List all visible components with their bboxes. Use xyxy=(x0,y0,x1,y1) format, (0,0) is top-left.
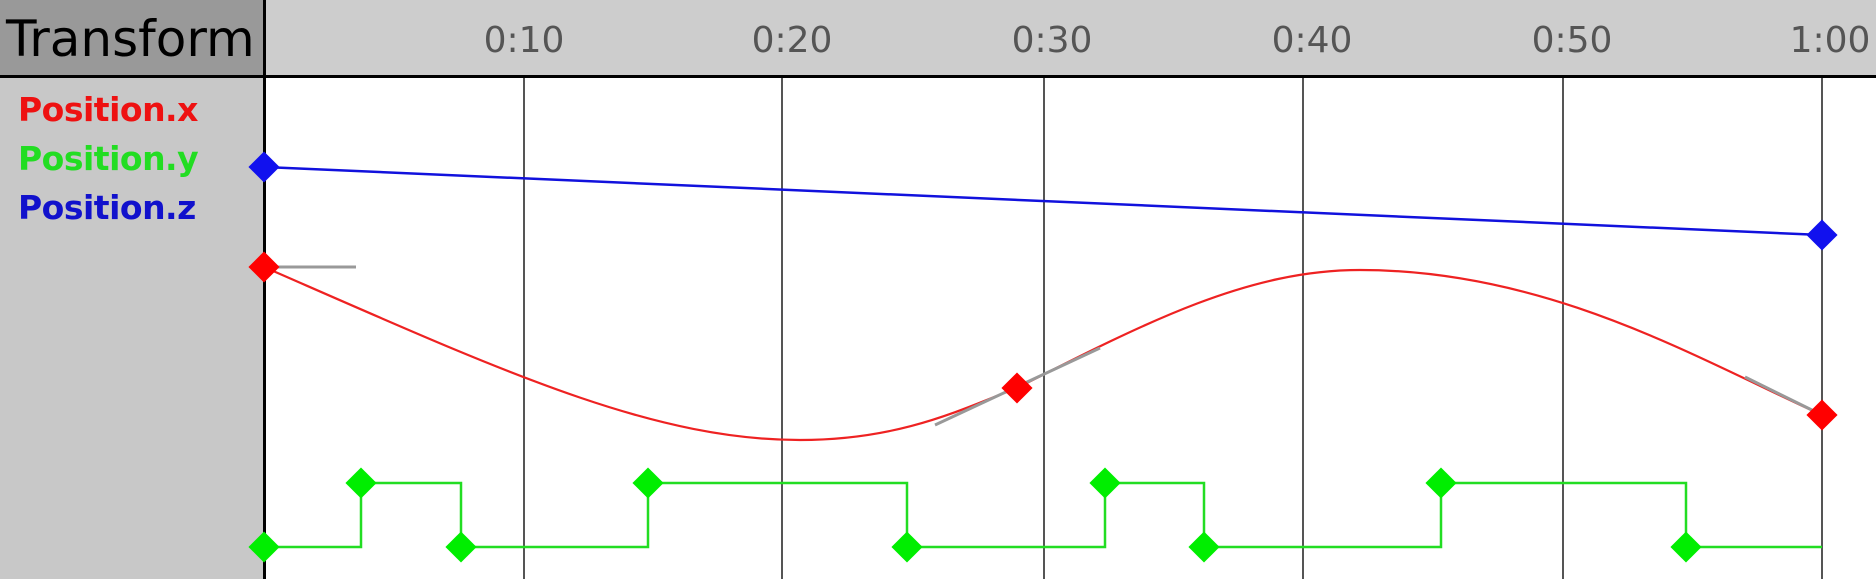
channel-panel: Transform Position.x Position.y Position… xyxy=(0,0,266,579)
keyframe-diamond[interactable] xyxy=(1001,372,1033,404)
keyframe-diamond[interactable] xyxy=(1425,467,1457,499)
channel-position-z[interactable]: Position.z xyxy=(18,188,196,227)
keyframe-diamond[interactable] xyxy=(248,151,280,183)
tick-label-0-20: 0:20 xyxy=(751,20,833,61)
keyframe-diamond[interactable] xyxy=(1806,399,1838,431)
keyframe-diamond[interactable] xyxy=(1188,531,1220,563)
tick-label-0-40: 0:40 xyxy=(1271,20,1353,61)
keyframe-diamond[interactable] xyxy=(632,467,664,499)
time-ruler[interactable]: 0:10 0:20 0:30 0:40 0:50 1:00 xyxy=(266,0,1876,78)
keyframe-diamond[interactable] xyxy=(1806,219,1838,251)
tick-label-0-30: 0:30 xyxy=(1011,20,1093,61)
keyframe-diamond[interactable] xyxy=(891,531,923,563)
keyframe-diamond[interactable] xyxy=(1089,467,1121,499)
curve-position-z xyxy=(263,165,1823,237)
keyframe-diamond[interactable] xyxy=(1670,531,1702,563)
keyframe-diamond[interactable] xyxy=(345,467,377,499)
tick-label-0-10: 0:10 xyxy=(483,20,565,61)
keyframe-diamond[interactable] xyxy=(445,531,477,563)
keyframe-diamond[interactable] xyxy=(248,531,280,563)
channel-position-y[interactable]: Position.y xyxy=(18,139,199,178)
tick-label-1-00: 1:00 xyxy=(1789,20,1871,61)
panel-title: Transform xyxy=(0,0,263,78)
curve-position-y xyxy=(264,481,1822,549)
tick-label-0-50: 0:50 xyxy=(1531,20,1613,61)
tangent-handle[interactable] xyxy=(1744,375,1823,417)
keyframe-diamond[interactable] xyxy=(248,251,280,283)
channel-position-x[interactable]: Position.x xyxy=(18,90,198,129)
